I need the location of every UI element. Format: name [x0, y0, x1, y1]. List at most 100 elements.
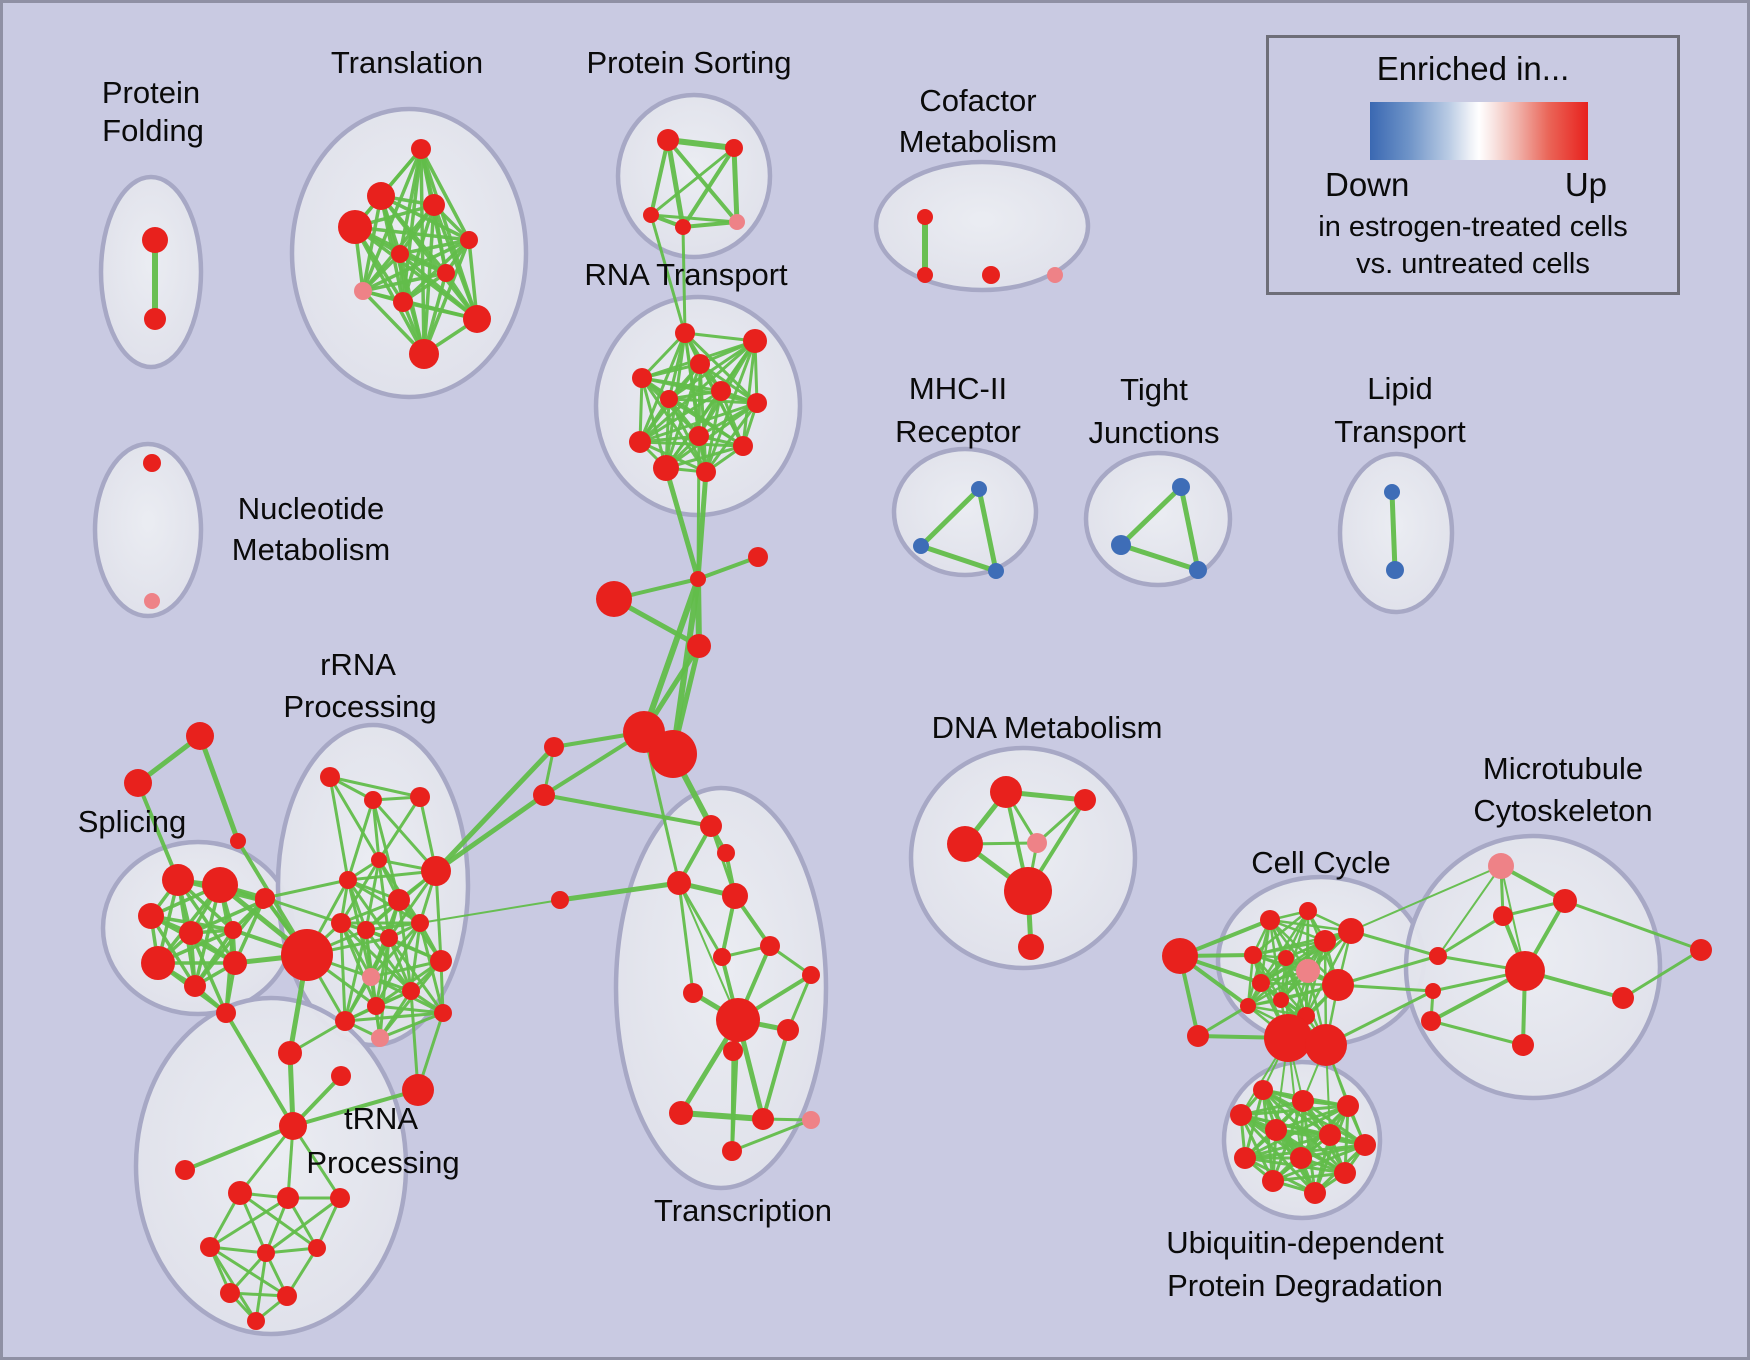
rrna-processing-edge: [343, 928, 368, 1023]
transcription-node: [713, 948, 731, 966]
connector-nodes-node: [186, 722, 214, 750]
splicing-node: [141, 946, 175, 980]
transcription-edge: [678, 1110, 766, 1122]
transcription-edge: [761, 1028, 790, 1121]
mhc-ii-receptor-node: [913, 538, 929, 554]
mhc-ii-receptor-edge: [976, 486, 999, 574]
ubiquitin-dependent-protein-degradation-edge: [1243, 1133, 1332, 1160]
rrna-processing-node: [430, 950, 452, 972]
splicing-node: [179, 921, 203, 945]
rna-transport-edge: [638, 440, 708, 474]
rrna-processing-node: [362, 968, 380, 986]
tight-junctions-edge: [1178, 484, 1201, 573]
ubiquitin-dependent-protein-degradation-node: [1337, 1095, 1359, 1117]
dna-metabolism-ellipse: [908, 745, 1138, 971]
connector-nodes-node: [124, 769, 152, 797]
connector-nodes-edge: [197, 733, 241, 844]
cell-cycle-node: [1338, 918, 1364, 944]
rna-transport-edge: [704, 339, 757, 474]
trna-processing-edge: [208, 1196, 290, 1249]
trna-processing-edge: [238, 1124, 295, 1195]
translation-edge: [419, 147, 471, 242]
translation-node: [393, 292, 413, 312]
connector-nodes-edge: [696, 555, 760, 581]
connector-nodes-node: [596, 581, 632, 617]
inter-cluster-edge: [291, 1088, 420, 1128]
translation-node: [338, 210, 372, 244]
trna-processing-edge: [291, 1124, 342, 1200]
lipid-transport-edge: [1389, 489, 1398, 573]
cell-cycle-node: [1278, 950, 1294, 966]
translation-edge: [398, 238, 471, 256]
transcription-node: [802, 966, 820, 984]
protein-sorting-node: [643, 207, 659, 223]
microtubule-cytoskeleton-node: [1421, 1011, 1441, 1031]
rrna-processing-edge: [328, 775, 381, 862]
inter-cluster-edge: [1336, 954, 1440, 987]
ubiquitin-dependent-protein-degradation-node: [1234, 1147, 1256, 1169]
transcription-node: [802, 1111, 820, 1129]
cluster-label-dna-metabolism: DNA Metabolism: [932, 710, 1163, 745]
dna-metabolism-node: [947, 826, 983, 862]
trna-processing-node: [228, 1181, 252, 1205]
inter-cluster-edge: [136, 781, 180, 882]
ubiquitin-dependent-protein-degradation-node: [1319, 1124, 1341, 1146]
cluster-label-nucleotide-metabolism: Metabolism: [232, 532, 391, 567]
cluster-label-cofactor-metabolism: Cofactor: [919, 83, 1036, 118]
tight-junctions-node: [1172, 478, 1190, 496]
dna-metabolism-node: [1018, 934, 1044, 960]
transcription-node: [667, 871, 691, 895]
node-layer: [124, 129, 1712, 1330]
rrna-processing-node: [281, 929, 333, 981]
inter-cluster-edge: [696, 434, 701, 581]
connector-nodes-edge: [670, 576, 701, 757]
translation-node: [460, 231, 478, 249]
cell-cycle-node: [1305, 1024, 1347, 1066]
rna-transport-edge: [638, 331, 687, 444]
transcription-node: [716, 998, 760, 1042]
cluster-label-rna-transport: RNA Transport: [584, 257, 788, 292]
cluster-label-protein-folding: Folding: [102, 113, 204, 148]
transcription-edge: [678, 882, 739, 1021]
transcription-edge: [730, 1118, 813, 1153]
ubiquitin-dependent-protein-degradation-node: [1262, 1170, 1284, 1192]
microtubule-cytoskeleton-node: [1505, 951, 1545, 991]
tight-junctions-edge: [1118, 542, 1201, 573]
connector-nodes-node: [649, 730, 697, 778]
protein-sorting-edge: [666, 138, 739, 224]
trna-processing-edge: [264, 1196, 342, 1255]
splicing-node: [202, 867, 238, 903]
cluster-label-lipid-transport: Transport: [1334, 414, 1466, 449]
cluster-label-mhc-ii-receptor: MHC-II: [909, 371, 1007, 406]
rna-transport-edge: [640, 331, 687, 380]
protein-sorting-node: [725, 139, 743, 157]
cluster-label-mhc-ii-receptor: Receptor: [895, 414, 1021, 449]
protein-sorting-edge: [681, 220, 739, 229]
splicing-node: [216, 1003, 236, 1023]
rrna-processing-node: [335, 1011, 355, 1031]
ubiquitin-dependent-protein-degradation-edge: [1274, 1104, 1350, 1132]
rrna-processing-node: [434, 1004, 452, 1022]
transcription-node: [760, 936, 780, 956]
connector-nodes-node: [331, 1066, 351, 1086]
rrna-processing-edge: [377, 795, 422, 862]
nucleotide-metabolism-node: [143, 454, 161, 472]
inter-cluster-edge: [224, 1011, 295, 1128]
rrna-processing-edge: [377, 858, 391, 940]
translation-node: [391, 245, 409, 263]
transcription-edge: [677, 881, 695, 995]
connector-nodes-node: [1162, 938, 1198, 974]
protein-sorting-edge: [665, 137, 686, 230]
protein-sorting-edge: [649, 146, 736, 217]
ubiquitin-dependent-protein-degradation-edge: [1271, 1104, 1350, 1183]
rrna-processing-node: [320, 767, 340, 787]
trna-processing-node: [330, 1188, 350, 1208]
inter-cluster-edge: [663, 465, 701, 582]
protein-sorting-node: [729, 214, 745, 230]
cell-cycle-node: [1299, 902, 1317, 920]
rrna-processing-node: [402, 982, 420, 1000]
microtubule-cytoskeleton-edge: [1621, 948, 1703, 1000]
connector-nodes-node: [687, 634, 711, 658]
connector-nodes-node: [402, 1074, 434, 1106]
